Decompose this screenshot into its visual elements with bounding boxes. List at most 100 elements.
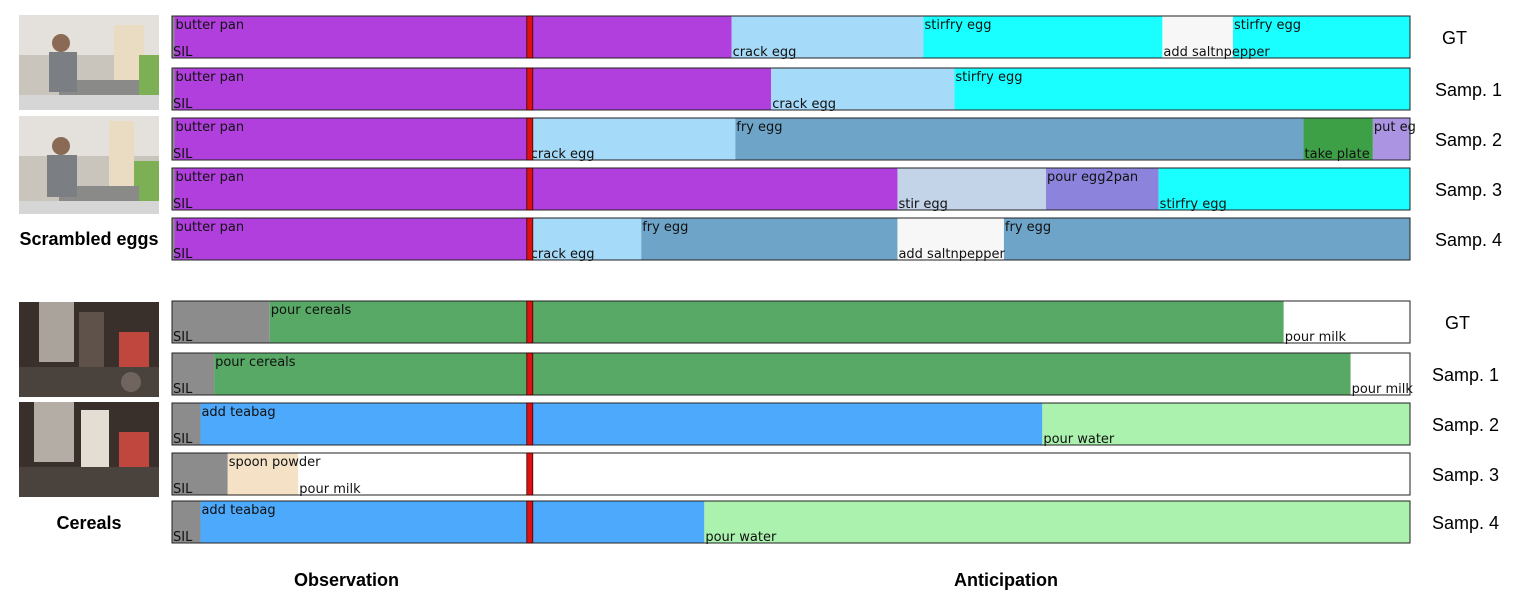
- timeline-row-border: [171, 452, 1411, 496]
- segment-label-crack-egg: crack egg: [531, 147, 595, 162]
- segment-butter-pan: [174, 68, 772, 110]
- timeline-row-scrambled-eggs-gt: SIL butter pan crack egg stirfry egg add sal…: [171, 15, 1411, 60]
- observation-end-marker: [526, 167, 534, 211]
- segment-fry-egg: [735, 118, 1304, 160]
- timeline-row-scrambled-eggs-samp-2: SIL butter pan crack egg fry egg take plate p…: [171, 117, 1416, 162]
- segment-stirfry-egg: [954, 68, 1410, 110]
- segment-fry-egg: [641, 218, 898, 260]
- timeline-row-border: [171, 352, 1411, 396]
- timeline-row-border: [171, 15, 1411, 59]
- segment-label-add-teabag: add teabag: [201, 503, 275, 518]
- segment-label-add-teabag: add teabag: [201, 405, 275, 420]
- segment-label-fry-egg: fry egg: [1005, 220, 1051, 235]
- segment-butter-pan: [174, 218, 530, 260]
- timeline-row-cereals-samp-4: SIL add teabag pour water: [171, 500, 1411, 545]
- segment-pour-egg2pan: [1046, 168, 1159, 210]
- segment-label-sil: SIL: [173, 382, 193, 397]
- segment-pour-milk: [1350, 353, 1410, 395]
- segment-sil: [172, 218, 175, 260]
- segment-label-sil: SIL: [173, 432, 193, 447]
- timeline-row-scrambled-eggs-samp-3: SIL butter pan stir egg pour egg2pan stirfry…: [171, 167, 1411, 212]
- timeline-row-border: [171, 117, 1411, 161]
- scrambled-eggs-frame-2: [19, 116, 159, 214]
- segment-label-take-plate: take plate: [1305, 147, 1370, 162]
- row-label-scrambled-eggs-samp-2: Samp. 2: [1435, 130, 1503, 150]
- row-label-cereals-samp-3: Samp. 3: [1432, 465, 1500, 485]
- timeline-row-scrambled-eggs-samp-1: SIL butter pan crack egg stirfry egg: [171, 67, 1411, 112]
- row-label-cereals-samp-1: Samp. 1: [1432, 365, 1500, 385]
- row-label-cereals-samp-4: Samp. 4: [1432, 513, 1500, 533]
- segment-crack-egg: [529, 118, 736, 160]
- timeline-row-border: [171, 167, 1411, 211]
- segment-label-stir-egg: stir egg: [898, 197, 947, 212]
- observation-end-marker: [526, 300, 534, 344]
- row-label-scrambled-eggs-gt: GT: [1442, 28, 1467, 48]
- segment-add-saltnpepper: [897, 218, 1004, 260]
- segment-label-sil: SIL: [173, 482, 193, 497]
- segment-label-stirfry-egg: stirfry egg: [924, 18, 991, 33]
- segment-label-put-eg: put eg: [1374, 120, 1416, 135]
- segment-label-sil: SIL: [173, 197, 193, 212]
- segment-label-pour-egg2pan: pour egg2pan: [1047, 170, 1138, 185]
- segment-stir-egg: [897, 168, 1047, 210]
- segment-label-stirfry-egg: stirfry egg: [955, 70, 1022, 85]
- timeline-row-border: [171, 67, 1411, 111]
- segment-label-sil: SIL: [173, 45, 193, 60]
- observation-end-marker: [526, 352, 534, 396]
- segment-label-pour-milk: pour milk: [1352, 382, 1414, 397]
- timeline-row-border: [171, 500, 1411, 544]
- segment-add-teabag: [200, 403, 1043, 445]
- row-label-scrambled-eggs-samp-4: Samp. 4: [1435, 230, 1503, 250]
- segment-label-butter-pan: butter pan: [175, 70, 244, 85]
- group-label-scrambled-eggs: Scrambled eggs: [19, 229, 159, 249]
- segment-stirfry-egg: [1232, 16, 1410, 58]
- observation-label: Observation: [294, 570, 400, 590]
- cereals-frame-2: [19, 402, 159, 497]
- observation-end-marker: [526, 452, 534, 496]
- segment-pour-water: [704, 501, 1410, 543]
- segment-pour-cereals: [214, 353, 1351, 395]
- row-label-cereals-samp-2: Samp. 2: [1432, 415, 1500, 435]
- segment-sil: [172, 118, 175, 160]
- segment-add-teabag: [200, 501, 705, 543]
- segment-butter-pan: [174, 168, 898, 210]
- segment-label-spoon-powder: spoon powder: [229, 455, 321, 470]
- segment-label-stirfry-egg: stirfry egg: [1160, 197, 1227, 212]
- timeline-row-border: [171, 217, 1411, 261]
- segment-label-pour-milk: pour milk: [1285, 330, 1347, 345]
- segment-sil: [172, 501, 201, 543]
- segment-butter-pan: [174, 118, 530, 160]
- segment-take-plate: [1303, 118, 1373, 160]
- observation-end-marker: [526, 15, 534, 59]
- segment-sil: [172, 168, 175, 210]
- segment-label-sil: SIL: [173, 247, 193, 262]
- segment-label-pour-cereals: pour cereals: [271, 303, 352, 318]
- timeline-row-cereals-samp-1: SIL pour cereals pour milk: [171, 352, 1414, 397]
- segment-put-eg: [1372, 118, 1410, 160]
- segment-sil: [172, 16, 175, 58]
- segment-label-pour-water: pour water: [705, 530, 777, 545]
- timeline-row-cereals-samp-3: SIL spoon powder pour milk: [171, 452, 1411, 497]
- cereals-frame-1: [19, 302, 159, 397]
- segment-sil: [172, 403, 201, 445]
- segment-fry-egg: [1003, 218, 1410, 260]
- row-label-scrambled-eggs-samp-1: Samp. 1: [1435, 80, 1503, 100]
- segment-label-stirfry-egg: stirfry egg: [1234, 18, 1301, 33]
- segment-stirfry-egg: [923, 16, 1163, 58]
- segment-label-butter-pan: butter pan: [175, 170, 244, 185]
- segment-label-sil: SIL: [173, 330, 193, 345]
- segment-label-sil: SIL: [173, 147, 193, 162]
- segment-label-pour-cereals: pour cereals: [215, 355, 296, 370]
- segment-butter-pan: [174, 16, 732, 58]
- segment-label-sil: SIL: [173, 97, 193, 112]
- row-label-scrambled-eggs-samp-3: Samp. 3: [1435, 180, 1503, 200]
- timeline-row-cereals-samp-2: SIL add teabag pour water: [171, 402, 1411, 447]
- segment-label-butter-pan: butter pan: [175, 120, 244, 135]
- segment-label-butter-pan: butter pan: [175, 220, 244, 235]
- segment-add-saltnpepper: [1162, 16, 1233, 58]
- segment-pour-water: [1042, 403, 1410, 445]
- observation-end-marker: [526, 402, 534, 446]
- anticipation-label: Anticipation: [954, 570, 1058, 590]
- row-label-cereals-gt: GT: [1445, 313, 1470, 333]
